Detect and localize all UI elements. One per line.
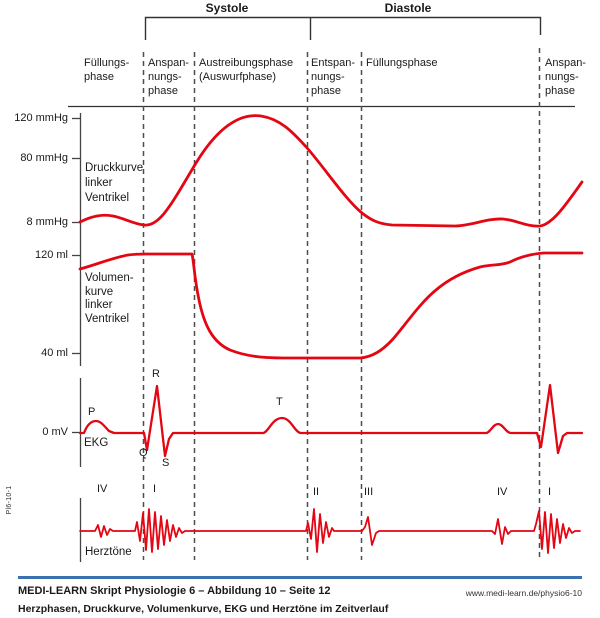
ytick-120mmhg: 120 mmHg [14,112,68,124]
phase-anspannungsphase-2: Anspan- nungs- phase [545,57,586,97]
ytick-40ml: 40 ml [41,347,68,359]
footer-source-text: MEDI-LEARN Skript Physiologie 6 – Abbild… [18,585,331,597]
ytick-120ml: 120 ml [34,249,68,261]
ytick-8mmhg: 8 mmHg [26,216,68,228]
ekg-t-wave-label: T [276,396,283,408]
figure-code-label: Pl6-10-1 [6,485,13,515]
volume-curve-label: Volumen- kurve linker Ventrikel [85,272,134,325]
phase-entspannungsphase: Entspan- nungs- phase [311,57,356,97]
footer-url: www.medi-learn.de/physio6-10 [465,588,582,598]
sound-i-right-label: I [548,486,552,498]
footer-caption: Herzphasen, Druckkurve, Volumenkurve, EK… [18,603,389,615]
systole-diastole-bracket [144,16,542,40]
ekg-label: EKG [84,437,109,449]
footer-divider [18,576,582,579]
heart-sounds-label: Herztöne [85,546,132,558]
pressure-curve-label: Druckkurve linker Ventrikel [85,162,144,204]
axes [72,113,82,562]
sound-iii-label: III [364,486,374,498]
sound-ii-label: II [313,486,320,498]
phase-fuellungsphase-1: Füllungs- phase [84,57,130,83]
ekg-s-wave-label: S [162,457,170,469]
sound-i-left-label: I [153,483,157,495]
phase-fuellungsphase-2: Füllungsphase [366,57,438,69]
sound-iv-right-label: IV [497,486,508,498]
ekg-p-wave-label: P [88,406,96,418]
diastole-label: Diastole [384,1,432,15]
ytick-0mv: 0 mV [42,426,68,438]
phase-austreibungsphase: Austreibungsphase (Auswurfphase) [199,57,294,83]
ekg-q-wave-label: Q [139,447,148,459]
ekg-r-wave-label: R [152,368,160,380]
heart-sounds-curve [79,508,581,554]
phase-anspannungsphase-1: Anspan- nungs- phase [148,57,189,97]
volume-curve [78,251,584,360]
phase-boundary-lines [142,48,541,560]
systole-label: Systole [205,1,249,15]
pressure-curve [78,114,584,228]
ekg-curve [78,383,584,458]
sound-iv-left-label: IV [97,483,108,495]
ytick-80mmhg: 80 mmHg [20,152,68,164]
